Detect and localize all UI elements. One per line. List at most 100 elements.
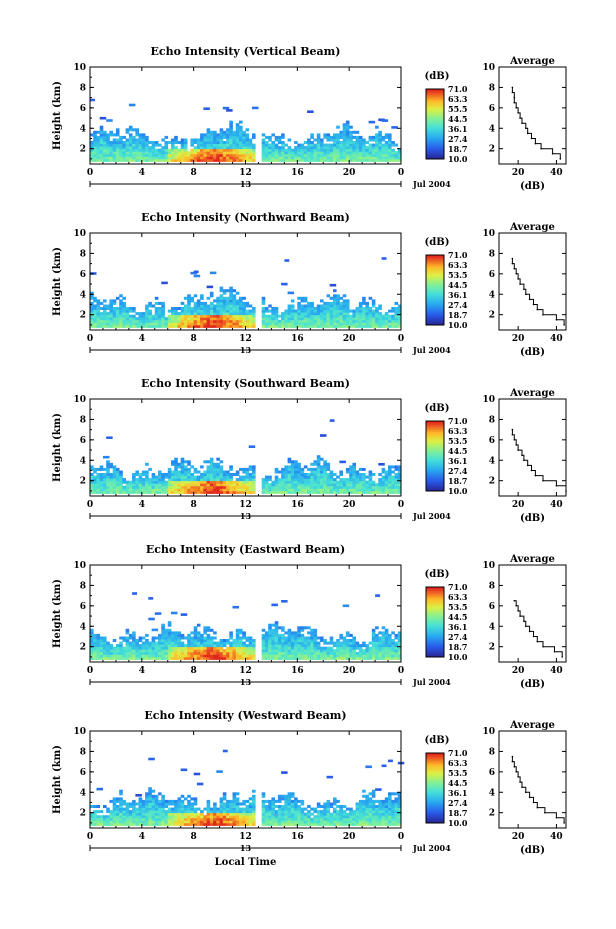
heatmap-cell xyxy=(339,473,343,476)
colorbar-swatch xyxy=(426,447,444,450)
heatmap-cell xyxy=(297,639,301,642)
colorbar-swatch xyxy=(426,485,444,488)
heatmap-cell xyxy=(252,478,256,482)
heatmap-cell xyxy=(106,307,110,310)
heatmap-cell xyxy=(119,636,123,640)
heatmap-cell xyxy=(326,822,331,826)
heatmap-cell xyxy=(219,141,224,144)
heatmap-cell xyxy=(187,639,191,642)
heatmap-cell xyxy=(310,322,314,326)
colorbar-swatch xyxy=(426,152,444,155)
heatmap-cell xyxy=(313,473,318,476)
y-tick-label: 8 xyxy=(80,581,86,591)
heatmap-cell xyxy=(362,478,366,482)
heatmap-cell xyxy=(135,644,139,648)
heatmap-cell xyxy=(154,312,159,316)
heatmap-cell xyxy=(239,639,243,642)
heatmap-cell xyxy=(180,470,185,474)
heatmap-cell xyxy=(206,128,211,132)
heatmap-cell xyxy=(151,146,156,150)
heatmap-cell xyxy=(326,312,331,316)
profile-y-label: 2 xyxy=(489,643,495,653)
heatmap-cell xyxy=(222,130,227,134)
heatmap-cell xyxy=(125,141,130,144)
heatmap-cell xyxy=(119,475,123,479)
heatmap-cell xyxy=(316,483,321,487)
heatmap-cell xyxy=(125,631,130,635)
heatmap-cell xyxy=(326,133,331,137)
heatmap-cell xyxy=(245,128,250,132)
heatmap-cell xyxy=(216,141,220,144)
profile-x-label: 20 xyxy=(512,500,525,510)
heatmap-cell xyxy=(235,633,240,637)
heatmap-cell xyxy=(287,805,292,808)
heatmap-cell xyxy=(187,649,191,653)
colorbar-swatch xyxy=(426,94,444,97)
heatmap-cell xyxy=(287,291,295,295)
heatmap-cell xyxy=(261,794,266,798)
heatmap-cell xyxy=(154,797,159,801)
heatmap-cell xyxy=(378,485,382,489)
heatmap-cell xyxy=(378,488,382,492)
heatmap-cell xyxy=(222,317,227,321)
heatmap-cell xyxy=(384,644,389,648)
heatmap-cell xyxy=(316,141,321,144)
heatmap-cell xyxy=(161,156,165,160)
heatmap-cell xyxy=(232,153,237,157)
heatmap-cell xyxy=(290,822,295,826)
heatmap-cell xyxy=(167,820,172,824)
heatmap-cell xyxy=(90,656,94,660)
heatmap-cell xyxy=(235,151,240,155)
profile-y-label: 6 xyxy=(489,270,495,280)
heatmap-cell xyxy=(300,309,305,313)
heatmap-cell xyxy=(307,641,311,645)
heatmap-cell xyxy=(196,631,201,635)
heatmap-cell xyxy=(148,322,152,326)
heatmap-cell xyxy=(158,639,162,642)
heatmap-cell xyxy=(268,656,272,660)
colorbar-swatch xyxy=(426,118,444,121)
heatmap-cell xyxy=(161,483,165,487)
heatmap-cell xyxy=(355,656,360,660)
heatmap-cell xyxy=(274,810,279,814)
y-tick-label: 10 xyxy=(73,63,86,73)
heatmap-cell xyxy=(171,654,175,658)
heatmap-cell xyxy=(239,485,243,489)
heatmap-cell xyxy=(187,296,191,300)
heatmap-cell xyxy=(371,143,376,147)
heatmap-cell xyxy=(213,467,217,471)
heatmap-cell xyxy=(112,822,117,826)
heatmap-cell xyxy=(242,807,246,811)
heatmap-cell xyxy=(339,460,346,464)
heatmap-cell xyxy=(103,817,107,821)
heatmap-cell xyxy=(281,639,285,642)
heatmap-cell xyxy=(342,651,347,655)
heatmap-cell xyxy=(119,307,123,310)
heatmap-cell xyxy=(290,651,295,655)
heatmap-cell xyxy=(180,307,185,310)
heatmap-cell xyxy=(226,817,230,821)
colorbar-swatch xyxy=(426,101,444,104)
heatmap-cell xyxy=(145,317,149,321)
heatmap-cell xyxy=(187,485,191,489)
heatmap-cell xyxy=(274,470,279,474)
heatmap-cell xyxy=(132,633,136,637)
heatmap-cell xyxy=(203,141,207,144)
heatmap-cell xyxy=(245,651,250,655)
heatmap-cell xyxy=(145,143,149,147)
heatmap-cell xyxy=(229,317,233,321)
heatmap-cell xyxy=(203,151,207,155)
heatmap-cell xyxy=(190,296,194,300)
heatmap-cell xyxy=(213,480,217,484)
heatmap-cell xyxy=(187,815,191,819)
heatmap-cell xyxy=(171,641,175,645)
heatmap-cell xyxy=(352,322,356,326)
heatmap-cell xyxy=(115,810,120,814)
heatmap-cell xyxy=(112,151,117,155)
heatmap-cell xyxy=(209,478,214,482)
heatmap-cell xyxy=(316,644,321,648)
heatmap-cell xyxy=(135,478,139,482)
heatmap-cell xyxy=(297,810,301,814)
heatmap-cell xyxy=(381,649,386,653)
